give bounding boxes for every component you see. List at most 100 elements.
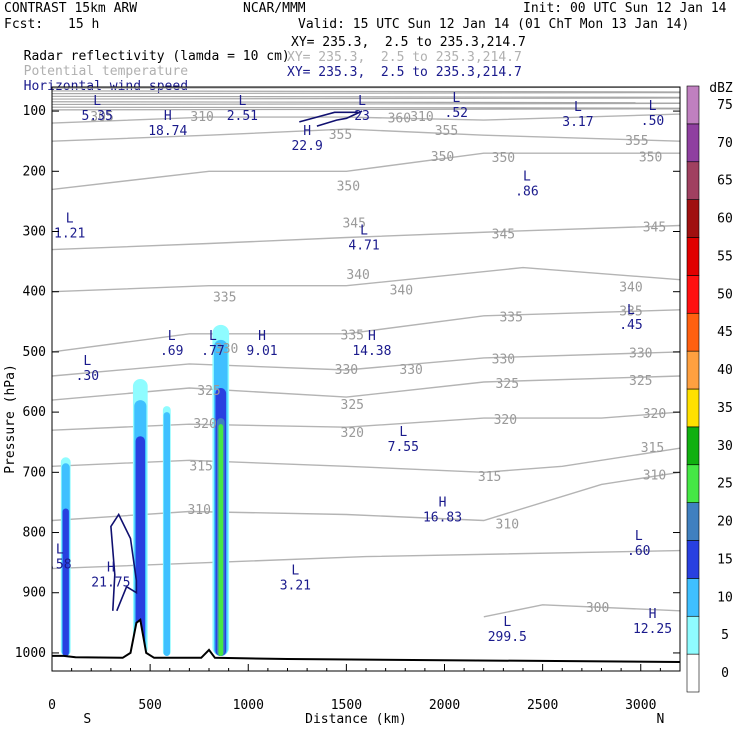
y-tick-label: 500 bbox=[23, 345, 46, 360]
theta-label: 320 bbox=[193, 417, 216, 432]
y-tick-label: 200 bbox=[23, 164, 46, 179]
colorbar-label: 10 bbox=[717, 590, 733, 605]
wind-extremum-kind: L bbox=[360, 224, 368, 239]
theta-label: 350 bbox=[431, 150, 454, 165]
colorbar-label: 15 bbox=[717, 552, 733, 567]
theta-label: 310 bbox=[187, 503, 210, 518]
theta-contour-335 bbox=[52, 309, 680, 353]
colorbar-label: 50 bbox=[717, 287, 733, 302]
wind-extremum-kind: L bbox=[358, 94, 366, 109]
wind-extremum-value: .69 bbox=[160, 344, 183, 359]
terrain-fill bbox=[52, 619, 680, 671]
theta-upper-band bbox=[52, 92, 680, 95]
wind-extremum-value: .52 bbox=[445, 106, 468, 121]
colorbar-label: 60 bbox=[717, 212, 733, 227]
x-tick-label: 500 bbox=[138, 698, 161, 713]
colorbar-swatch-45 bbox=[686, 312, 700, 352]
wind-extremum-value: .30 bbox=[76, 369, 99, 384]
theta-upper-band bbox=[52, 102, 680, 106]
y-axis-label: Pressure (hPa) bbox=[3, 364, 18, 474]
wind-extremum-kind: H bbox=[649, 607, 657, 622]
theta-label: 305 bbox=[90, 110, 113, 125]
colorbar-label: 65 bbox=[717, 174, 733, 189]
theta-label: 320 bbox=[643, 407, 666, 422]
theta-upper-band bbox=[52, 95, 680, 98]
theta-label: 335 bbox=[213, 291, 236, 306]
reflectivity-layer-25 bbox=[218, 424, 224, 656]
legend-row-reflectivity: Radar reflectivity (lamda = 10 cm) bbox=[8, 36, 290, 64]
wind-extremum-kind: L bbox=[635, 529, 643, 544]
theta-label: 330 bbox=[335, 363, 358, 378]
wind-extremum-value: 21.75 bbox=[91, 576, 130, 591]
theta-label: 335 bbox=[499, 311, 522, 326]
colorbar-swatch-5 bbox=[686, 615, 700, 655]
theta-label: 355 bbox=[329, 128, 352, 143]
colorbar-swatch-30 bbox=[686, 426, 700, 466]
x-tick-label: 0 bbox=[48, 698, 56, 713]
wind-extremum-value: 3.21 bbox=[280, 579, 311, 594]
colorbar-unit: dBZ bbox=[709, 81, 733, 96]
colorbar-label: 25 bbox=[717, 477, 733, 492]
y-tick-label: 1000 bbox=[15, 646, 46, 661]
theta-upper-band bbox=[52, 108, 680, 111]
y-tick-label: 100 bbox=[23, 104, 46, 119]
colorbar-swatch-70 bbox=[686, 123, 700, 163]
colorbar-label: 20 bbox=[717, 515, 733, 530]
wind-extremum-kind: L bbox=[66, 211, 74, 226]
colorbar-swatch-55 bbox=[686, 237, 700, 276]
theta-label: 310 bbox=[496, 518, 519, 533]
theta-label: 330 bbox=[492, 353, 515, 368]
wind-extremum-kind: L bbox=[209, 329, 217, 344]
wind-extremum-value: .60 bbox=[627, 544, 650, 559]
wind-extremum-value: 16.83 bbox=[423, 511, 462, 526]
wind-extremum-kind: H bbox=[368, 329, 376, 344]
theta-contour-300 bbox=[483, 604, 680, 618]
wind-extremum-kind: L bbox=[238, 94, 246, 109]
theta-label: 350 bbox=[492, 151, 515, 166]
theta-label: 320 bbox=[494, 413, 517, 428]
wind-extremum-kind: L bbox=[291, 564, 299, 579]
wind-extremum-value: 22.9 bbox=[291, 139, 322, 154]
wind-extremum-kind: L bbox=[399, 425, 407, 440]
colorbar-label: 30 bbox=[717, 439, 733, 454]
fcst-label: Fcst: bbox=[4, 17, 44, 32]
theta-label: 355 bbox=[625, 134, 648, 149]
x-axis-label: Distance (km) bbox=[305, 712, 407, 727]
wind-extremum-kind: L bbox=[649, 99, 657, 114]
wind-extremum-kind: L bbox=[503, 615, 511, 630]
wind-extremum-kind: H bbox=[303, 124, 311, 139]
colorbar-swatch-60 bbox=[686, 199, 700, 238]
theta-contour-345 bbox=[52, 224, 680, 251]
wind-extremum-kind: L bbox=[56, 543, 64, 558]
colorbar-swatch-20 bbox=[686, 502, 700, 541]
theta-label: 310 bbox=[190, 110, 213, 125]
wind-extremum-value: 23 bbox=[354, 109, 370, 124]
wind-extremum-kind: L bbox=[452, 91, 460, 106]
colorbar-label: 55 bbox=[717, 249, 733, 264]
theta-label: 315 bbox=[641, 441, 664, 456]
reflectivity-layer-15 bbox=[135, 436, 146, 656]
reflectivity-layer-15 bbox=[62, 508, 69, 656]
y-tick-label: 400 bbox=[23, 285, 46, 300]
wind-extremum-kind: H bbox=[439, 496, 447, 511]
theta-contour-305 bbox=[52, 549, 680, 570]
theta-label: 340 bbox=[346, 268, 369, 283]
theta-label: 330 bbox=[629, 347, 652, 362]
wind-extremum-value: 1.21 bbox=[54, 226, 85, 241]
wind-extremum-value: .50 bbox=[641, 114, 664, 129]
wind-extremum-value: .86 bbox=[515, 184, 538, 199]
wind-extremum-value: .58 bbox=[48, 558, 71, 573]
theta-label: 335 bbox=[341, 329, 364, 344]
wind-contour-2 bbox=[110, 512, 138, 612]
y-tick-label: 700 bbox=[23, 465, 46, 480]
theta-label: 325 bbox=[197, 384, 220, 399]
theta-label: 315 bbox=[478, 470, 501, 485]
theta-label: 325 bbox=[341, 398, 364, 413]
theta-label: 355 bbox=[435, 124, 458, 139]
wind-extremum-value: 3.17 bbox=[562, 115, 593, 130]
colorbar-label: 0 bbox=[721, 666, 729, 681]
wind-extremum-kind: L bbox=[83, 354, 91, 369]
theta-label: 350 bbox=[337, 179, 360, 194]
theta-label: 300 bbox=[586, 601, 609, 616]
